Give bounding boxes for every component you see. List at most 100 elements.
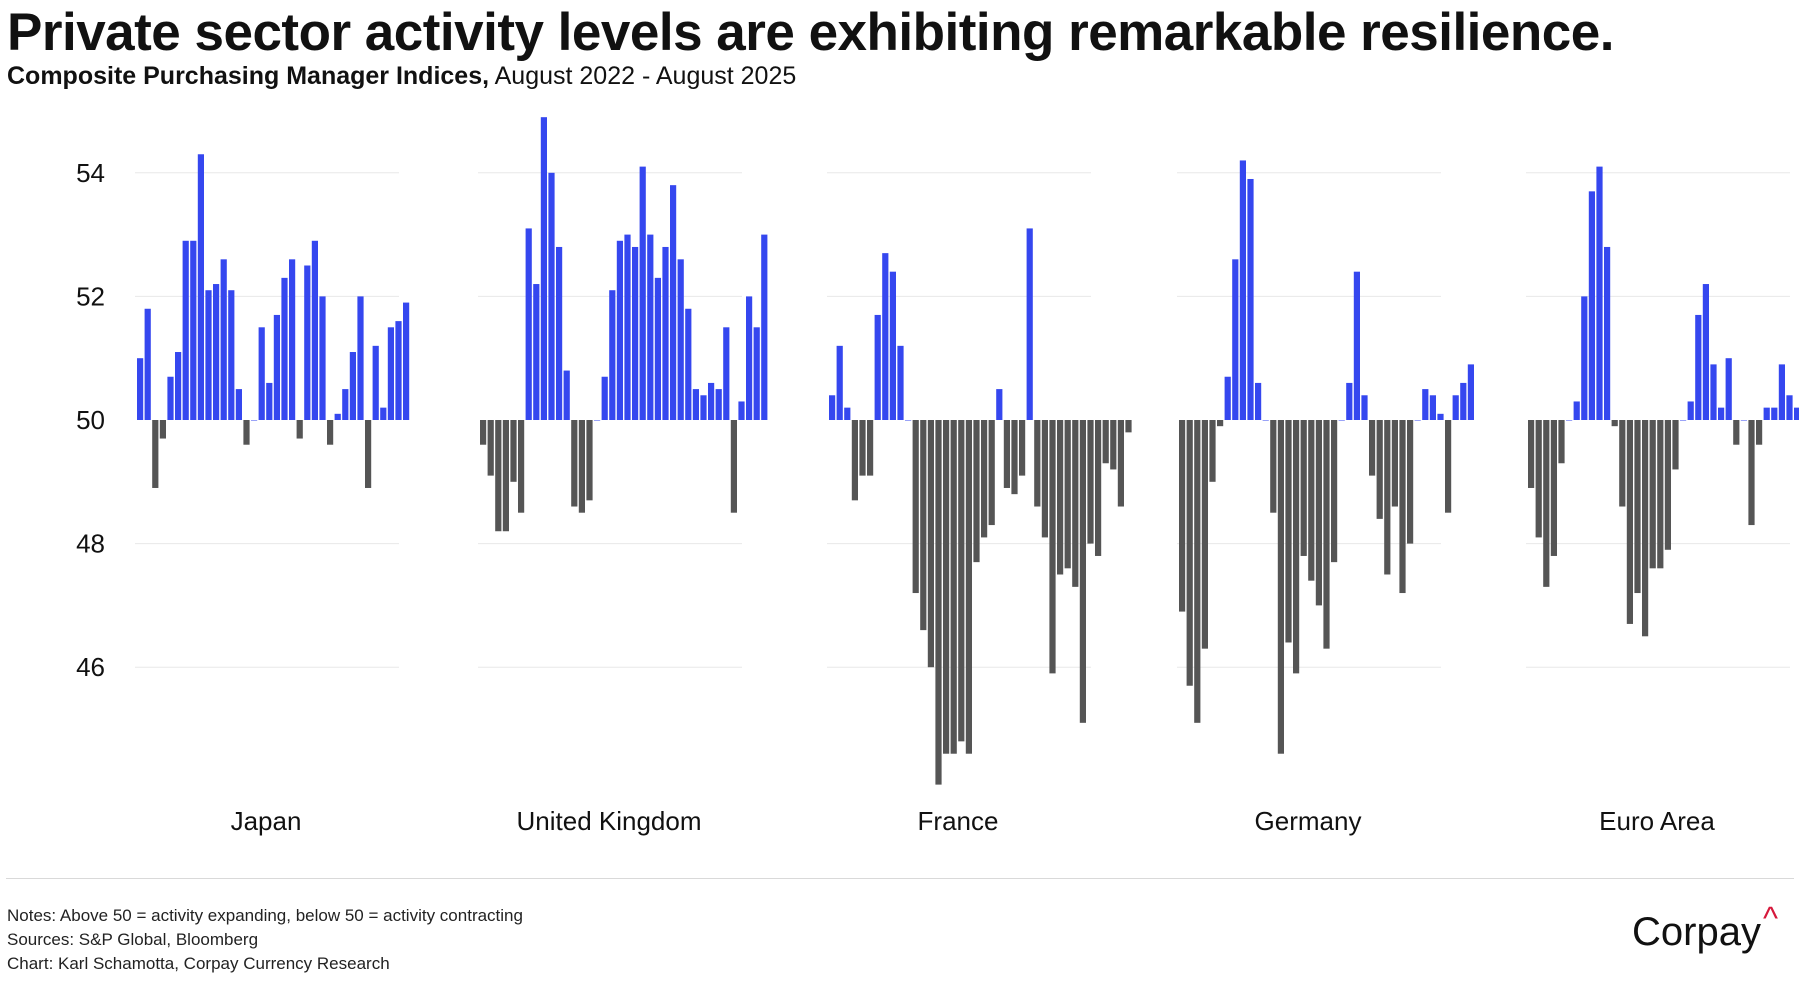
bar bbox=[1672, 420, 1679, 470]
bar bbox=[616, 240, 623, 420]
bar bbox=[1573, 401, 1580, 420]
bar bbox=[601, 376, 608, 420]
bar bbox=[1786, 395, 1793, 420]
bar bbox=[1285, 420, 1292, 643]
chart-subtitle: Composite Purchasing Manager Indices, Au… bbox=[7, 62, 796, 91]
bar bbox=[1687, 401, 1694, 420]
bar bbox=[1217, 420, 1224, 427]
bar bbox=[1003, 420, 1010, 488]
bar bbox=[836, 345, 843, 420]
bar bbox=[563, 370, 570, 420]
footer-divider bbox=[6, 878, 1794, 879]
bar bbox=[1794, 407, 1799, 420]
bar bbox=[1026, 228, 1033, 420]
bar bbox=[1763, 407, 1770, 420]
bar bbox=[1611, 420, 1618, 427]
bar bbox=[403, 302, 410, 420]
bar bbox=[639, 166, 646, 420]
panel-france bbox=[829, 228, 1132, 785]
bar bbox=[372, 345, 379, 420]
bar bbox=[859, 420, 866, 476]
bar bbox=[243, 420, 250, 445]
bar bbox=[556, 246, 563, 420]
bar bbox=[723, 327, 730, 420]
bar bbox=[1011, 420, 1018, 495]
y-tick-label: 46 bbox=[76, 652, 105, 682]
bar bbox=[167, 376, 174, 420]
panel-germany bbox=[1179, 160, 1474, 754]
bar bbox=[510, 420, 517, 482]
bar bbox=[1262, 420, 1269, 421]
bar bbox=[395, 321, 402, 420]
bar bbox=[1079, 420, 1086, 723]
bar bbox=[662, 246, 669, 420]
bar bbox=[1353, 271, 1360, 420]
bar bbox=[289, 259, 296, 420]
bar bbox=[889, 271, 896, 420]
bar bbox=[1072, 420, 1079, 587]
bar bbox=[685, 308, 692, 420]
bar bbox=[1725, 358, 1732, 420]
bar bbox=[738, 401, 745, 420]
bar bbox=[1125, 420, 1132, 433]
chart-title: Private sector activity levels are exhib… bbox=[7, 3, 1614, 62]
bar bbox=[1102, 420, 1109, 464]
bar bbox=[670, 185, 677, 420]
bar bbox=[1087, 420, 1094, 544]
bar bbox=[1338, 420, 1345, 421]
bar bbox=[251, 420, 258, 421]
bar bbox=[578, 420, 585, 513]
bar bbox=[518, 420, 525, 513]
bar bbox=[950, 420, 957, 754]
bar bbox=[1535, 420, 1542, 538]
bar bbox=[1543, 420, 1550, 587]
bar bbox=[920, 420, 927, 631]
bar bbox=[624, 234, 631, 420]
bar bbox=[692, 389, 699, 420]
bar bbox=[1209, 420, 1216, 482]
bar bbox=[647, 234, 654, 420]
bar bbox=[1550, 420, 1557, 556]
bar bbox=[746, 296, 753, 420]
bar bbox=[1369, 420, 1376, 476]
bar bbox=[205, 290, 212, 420]
bar bbox=[1239, 160, 1246, 420]
bar bbox=[1642, 420, 1649, 637]
bar bbox=[266, 382, 273, 420]
bar bbox=[1064, 420, 1071, 569]
bar bbox=[927, 420, 934, 668]
bar bbox=[594, 420, 601, 421]
bar bbox=[571, 420, 578, 507]
bar bbox=[1649, 420, 1656, 569]
bar bbox=[548, 172, 555, 420]
bar bbox=[1247, 178, 1254, 420]
bar bbox=[1110, 420, 1117, 470]
panel-label: France bbox=[918, 806, 999, 836]
bar bbox=[632, 246, 639, 420]
bar bbox=[349, 352, 356, 420]
panel-label: Japan bbox=[231, 806, 302, 836]
panel-label: Germany bbox=[1255, 806, 1362, 836]
bar bbox=[1437, 413, 1444, 420]
bar bbox=[1201, 420, 1208, 649]
logo-caret-mark: ^ bbox=[1762, 900, 1778, 936]
bar bbox=[1323, 420, 1330, 649]
bar bbox=[273, 314, 280, 420]
bar bbox=[1224, 376, 1231, 420]
bar bbox=[1232, 259, 1239, 420]
bar bbox=[1445, 420, 1452, 513]
bar bbox=[357, 296, 364, 420]
bar bbox=[1399, 420, 1406, 594]
bar bbox=[1361, 395, 1368, 420]
bar bbox=[988, 420, 995, 526]
bar bbox=[715, 389, 722, 420]
bar bbox=[137, 358, 144, 420]
bar bbox=[380, 407, 387, 420]
logo-wordmark: Corpay bbox=[1632, 910, 1761, 954]
bar bbox=[235, 389, 242, 420]
bar bbox=[1778, 364, 1785, 420]
bar bbox=[540, 117, 547, 421]
bar bbox=[1581, 296, 1588, 420]
y-tick-label: 48 bbox=[76, 529, 105, 559]
corpay-logo: Corpay^ bbox=[1632, 900, 1778, 955]
